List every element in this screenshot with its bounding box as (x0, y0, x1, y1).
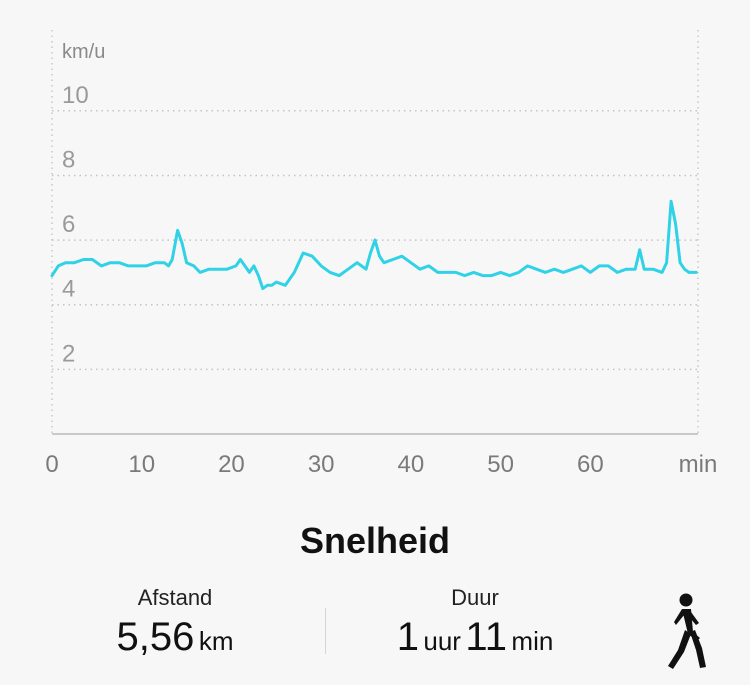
duration-hours-unit: uur (423, 626, 461, 656)
distance-unit: km (198, 626, 234, 656)
y-tick-label-6: 6 (62, 211, 75, 238)
distance-label: Afstand (137, 585, 213, 610)
x-tick-label-60: 60 (577, 451, 604, 478)
x-tick-label-40: 40 (398, 451, 425, 478)
duration-minutes-unit: min (511, 626, 554, 656)
duration-hours: 1 (396, 615, 419, 659)
x-axis-unit: min (679, 451, 718, 478)
walking-person-icon (668, 593, 706, 669)
speed-series-line (50, 199, 698, 291)
y-tick-label-10: 10 (62, 82, 89, 109)
y-tick-label-2: 2 (62, 340, 75, 367)
speed-chart: 2 4 6 8 10 km/u 0 10 20 30 40 50 60 min (45, 30, 718, 478)
y-axis-unit: km/u (62, 41, 105, 63)
x-tick-label-0: 0 (45, 451, 58, 478)
x-tick-label-50: 50 (487, 451, 514, 478)
duration-minutes: 11 (465, 615, 507, 659)
distance-value-row: 5,56 km (95, 615, 255, 660)
metric-title: Snelheid (299, 520, 451, 561)
x-tick-label-30: 30 (308, 451, 335, 478)
duration-stat: Duur 1 uur 11 min (375, 585, 575, 660)
stat-divider (325, 608, 326, 654)
distance-value: 5,56 (116, 615, 195, 659)
x-tick-label-10: 10 (128, 451, 155, 478)
y-tick-label-8: 8 (62, 146, 75, 173)
y-tick-label-4: 4 (62, 276, 75, 303)
duration-value-row: 1 uur 11 min (375, 615, 575, 660)
speed-chart-svg: 2 4 6 8 10 km/u 0 10 20 30 40 50 60 min (45, 30, 718, 478)
duration-label: Duur (451, 585, 499, 610)
distance-stat: Afstand 5,56 km (95, 585, 255, 660)
x-tick-label-20: 20 (218, 451, 245, 478)
